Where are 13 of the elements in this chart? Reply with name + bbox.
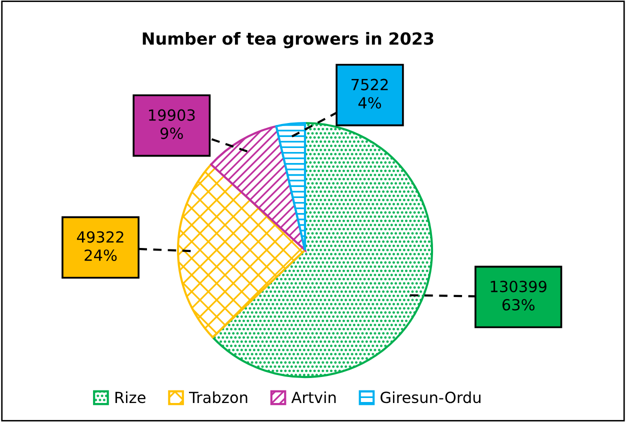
legend-label: Trabzon xyxy=(188,391,248,404)
data-label: 49322 24% xyxy=(76,231,124,262)
data-label: 7522 4% xyxy=(352,78,388,109)
pie-slice xyxy=(275,122,306,252)
pie-slice xyxy=(210,125,306,252)
pie-slice xyxy=(176,163,306,338)
legend-label: Rize xyxy=(115,391,146,404)
data-label: 19903 9% xyxy=(149,109,195,140)
legend-label: Giresun-Ordu xyxy=(380,391,480,404)
chart-title: Number of tea growers in 2023 xyxy=(142,32,434,48)
legend-label: Artvin xyxy=(291,391,336,403)
data-label: 130399 63% xyxy=(490,280,546,311)
pie-slice xyxy=(212,122,434,378)
